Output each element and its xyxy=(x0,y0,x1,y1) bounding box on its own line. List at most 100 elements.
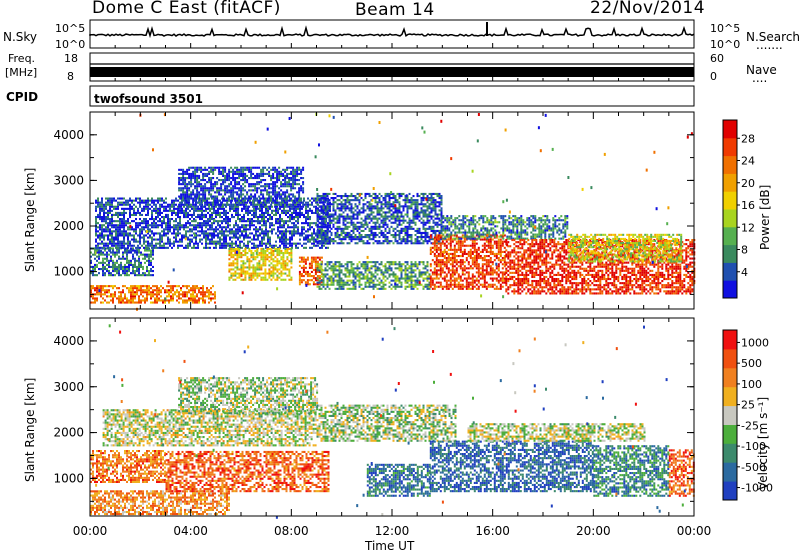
power-cell xyxy=(193,218,195,221)
power-cell xyxy=(114,251,116,254)
power-cell xyxy=(402,215,405,218)
power-cell xyxy=(280,278,283,281)
power-cell xyxy=(220,183,223,186)
power-cell xyxy=(144,257,146,260)
power-cell xyxy=(275,218,277,221)
power-cell xyxy=(247,244,249,247)
power-cell xyxy=(105,207,107,210)
power-cell xyxy=(321,228,323,231)
power-cell xyxy=(264,258,267,261)
power-cell xyxy=(112,285,114,288)
power-cell xyxy=(149,230,151,233)
power-cell xyxy=(382,217,385,220)
power-cell xyxy=(203,209,205,212)
power-cell xyxy=(273,228,275,231)
power-cell xyxy=(169,224,171,227)
power-cell xyxy=(228,197,231,200)
power-cell xyxy=(170,295,172,298)
power-cell xyxy=(139,199,141,202)
power-cell xyxy=(414,205,417,208)
power-cell xyxy=(322,217,325,220)
power-cell xyxy=(284,197,287,200)
power-cell xyxy=(242,254,245,257)
power-cell xyxy=(330,203,333,206)
power-cell xyxy=(163,216,165,219)
power-cell xyxy=(282,260,285,263)
power-cell xyxy=(376,211,379,214)
power-cell xyxy=(152,295,154,298)
power-cell xyxy=(302,181,305,184)
power-cell xyxy=(115,232,117,235)
power-cell xyxy=(200,189,203,192)
power-cell xyxy=(239,199,241,202)
power-cell xyxy=(316,229,319,232)
power-cell xyxy=(286,183,289,186)
power-cell xyxy=(390,205,393,208)
power-cell xyxy=(129,207,131,210)
power-cell xyxy=(228,185,231,188)
power-cell xyxy=(105,228,107,231)
power-cell xyxy=(126,268,128,271)
power-cell xyxy=(284,181,287,184)
power-cell xyxy=(188,168,191,171)
power-cell xyxy=(382,203,385,206)
power-cell xyxy=(145,240,147,243)
power-cell xyxy=(252,252,255,255)
power-cell xyxy=(189,222,191,225)
power-cell xyxy=(288,205,291,208)
power-cell xyxy=(410,219,413,222)
power-cell xyxy=(142,299,144,302)
power-cell xyxy=(180,297,182,300)
power-cell xyxy=(110,299,112,302)
power-cell xyxy=(396,213,399,216)
power-cell xyxy=(324,215,327,218)
power-cell xyxy=(418,231,421,234)
power-cell xyxy=(406,234,409,237)
power-cell xyxy=(113,205,115,208)
power-cell xyxy=(235,230,237,233)
power-cell xyxy=(276,258,279,261)
power-cell xyxy=(165,222,167,225)
power-cell xyxy=(178,297,180,300)
power-cell xyxy=(358,203,361,206)
power-cell xyxy=(370,229,373,232)
power-cell xyxy=(161,236,163,239)
power-cell xyxy=(153,246,155,249)
power-cell xyxy=(342,203,345,206)
power-cell xyxy=(319,197,321,200)
power-cell xyxy=(101,230,103,233)
power-cell xyxy=(340,203,343,206)
power-cell xyxy=(282,168,285,171)
power-cell xyxy=(256,183,259,186)
power-cell xyxy=(227,230,229,233)
power-cell xyxy=(414,229,417,232)
power-cell xyxy=(164,289,166,292)
power-cell xyxy=(279,207,281,210)
power-cell xyxy=(206,291,208,294)
power-cell xyxy=(104,265,106,268)
power-cell xyxy=(318,283,321,286)
power-cell xyxy=(133,209,135,212)
power-cell xyxy=(193,211,195,214)
power-cell xyxy=(126,274,128,277)
power-cell xyxy=(226,201,229,204)
power-cell xyxy=(223,246,225,249)
power-cell xyxy=(213,199,215,202)
power-cell xyxy=(210,299,212,302)
power-cell xyxy=(253,224,255,227)
power-cell xyxy=(189,203,191,206)
power-cell xyxy=(297,216,299,219)
power-cell xyxy=(188,297,190,300)
power-cell xyxy=(147,220,149,223)
power-cell xyxy=(248,183,251,186)
power-cell xyxy=(155,205,157,208)
power-cell xyxy=(283,246,285,249)
power-cell xyxy=(139,211,141,214)
power-cell xyxy=(240,189,243,192)
power-cell xyxy=(216,177,219,180)
power-cell xyxy=(316,263,319,266)
power-cell xyxy=(197,216,199,219)
power-cell xyxy=(232,254,235,257)
nsearch-label: N.Search xyxy=(746,30,800,44)
power-cell xyxy=(424,211,427,214)
